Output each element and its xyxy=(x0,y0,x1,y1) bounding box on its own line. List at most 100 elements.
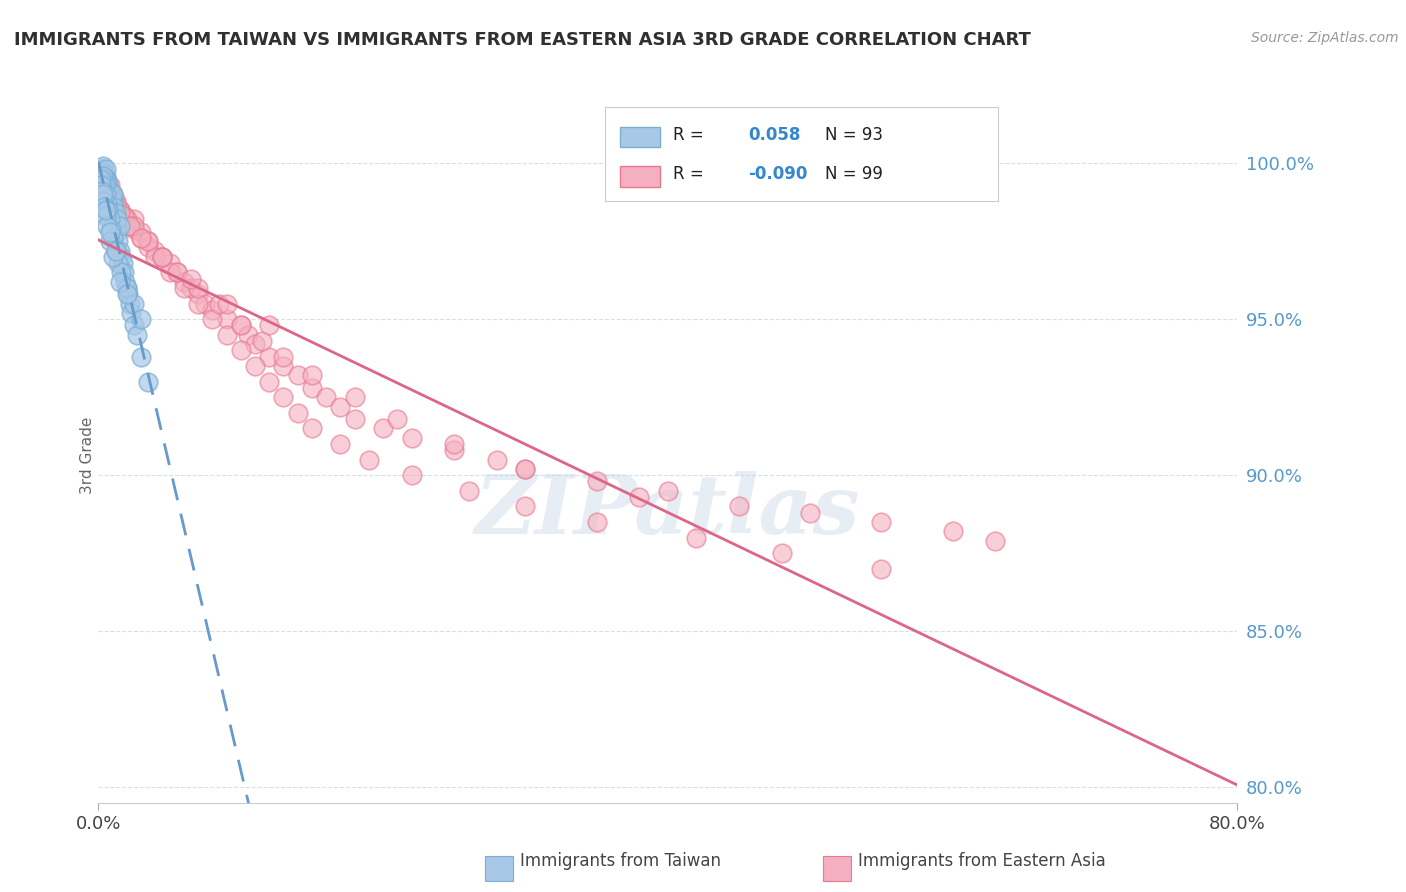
Point xyxy=(96,194,118,208)
Point xyxy=(287,406,309,420)
Point xyxy=(93,165,115,179)
Text: R =: R = xyxy=(673,126,704,145)
Point xyxy=(173,281,195,295)
Point xyxy=(90,171,112,186)
Point xyxy=(101,187,124,202)
Point xyxy=(104,219,127,233)
Point xyxy=(94,178,117,192)
Point xyxy=(107,234,129,248)
Point xyxy=(94,171,117,186)
Point xyxy=(136,375,159,389)
Point xyxy=(93,169,115,183)
Point xyxy=(108,219,131,233)
Point xyxy=(89,169,111,183)
Point xyxy=(104,196,127,211)
Text: Source: ZipAtlas.com: Source: ZipAtlas.com xyxy=(1251,31,1399,45)
Point xyxy=(243,337,266,351)
Point xyxy=(96,184,118,198)
Point xyxy=(129,312,152,326)
Point xyxy=(229,343,252,358)
Point xyxy=(870,562,893,576)
Point xyxy=(98,190,121,204)
Point xyxy=(187,287,209,301)
Text: R =: R = xyxy=(673,166,704,184)
Point xyxy=(93,200,115,214)
Point xyxy=(145,244,167,258)
FancyBboxPatch shape xyxy=(620,166,659,186)
Point xyxy=(129,231,152,245)
Point xyxy=(108,244,131,258)
Point xyxy=(215,296,238,310)
Point xyxy=(236,327,259,342)
Point xyxy=(443,437,465,451)
Point xyxy=(93,178,115,192)
Point xyxy=(486,452,509,467)
Point xyxy=(98,187,121,202)
Point xyxy=(91,169,114,183)
Point xyxy=(173,275,195,289)
Point xyxy=(105,225,128,239)
FancyBboxPatch shape xyxy=(620,127,659,147)
Point xyxy=(110,265,132,279)
Text: 0.058: 0.058 xyxy=(748,126,800,145)
Point xyxy=(94,181,117,195)
Point xyxy=(91,171,114,186)
Point xyxy=(259,350,281,364)
Point xyxy=(229,318,252,333)
Point xyxy=(114,275,136,289)
Text: ZIPatlas: ZIPatlas xyxy=(475,471,860,550)
Y-axis label: 3rd Grade: 3rd Grade xyxy=(80,417,94,493)
Point xyxy=(108,206,131,220)
Point xyxy=(152,250,174,264)
Text: IMMIGRANTS FROM TAIWAN VS IMMIGRANTS FROM EASTERN ASIA 3RD GRADE CORRELATION CHA: IMMIGRANTS FROM TAIWAN VS IMMIGRANTS FRO… xyxy=(14,31,1031,49)
Point xyxy=(91,175,114,189)
Point xyxy=(159,256,181,270)
Point xyxy=(301,368,323,383)
Point xyxy=(104,244,127,258)
Point xyxy=(97,178,120,192)
Point xyxy=(112,209,135,223)
Point xyxy=(343,412,366,426)
Point xyxy=(98,184,121,198)
Point xyxy=(799,506,821,520)
Point xyxy=(98,178,121,192)
Point xyxy=(152,250,174,264)
Point xyxy=(273,359,295,373)
Point xyxy=(187,281,209,295)
Point xyxy=(90,181,112,195)
Point xyxy=(401,468,423,483)
Point xyxy=(728,500,751,514)
Point xyxy=(103,212,125,227)
Point xyxy=(98,200,121,214)
Point xyxy=(118,296,141,310)
Point xyxy=(329,437,352,451)
Point xyxy=(515,462,537,476)
Point xyxy=(93,190,115,204)
Point xyxy=(287,368,309,383)
Point xyxy=(250,334,273,348)
Point xyxy=(112,265,135,279)
Point xyxy=(104,206,127,220)
Point xyxy=(94,181,117,195)
Text: -0.090: -0.090 xyxy=(748,166,807,184)
Point xyxy=(101,190,124,204)
Point xyxy=(93,187,115,202)
Point xyxy=(90,165,112,179)
Point xyxy=(180,281,202,295)
Point xyxy=(108,275,131,289)
Text: Immigrants from Taiwan: Immigrants from Taiwan xyxy=(520,852,721,870)
Point xyxy=(259,375,281,389)
Point xyxy=(115,219,138,233)
Point xyxy=(136,240,159,254)
Point xyxy=(101,250,124,264)
Point xyxy=(201,312,224,326)
Point xyxy=(273,350,295,364)
Point xyxy=(96,178,118,192)
Point xyxy=(91,162,114,177)
Point xyxy=(115,281,138,295)
Point xyxy=(100,187,122,202)
Point xyxy=(112,209,135,223)
Point xyxy=(105,212,128,227)
Point xyxy=(770,546,793,560)
Point xyxy=(117,287,139,301)
